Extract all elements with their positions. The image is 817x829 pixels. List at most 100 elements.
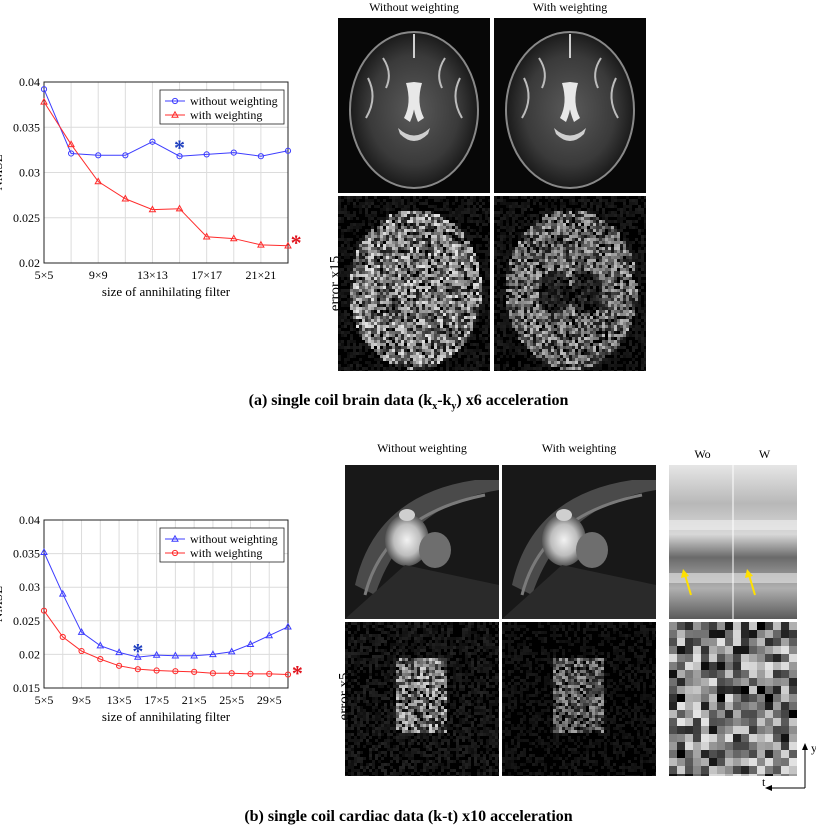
data-point [68, 150, 75, 157]
brain-error-row-label: error x15 [327, 255, 344, 312]
data-point [78, 647, 85, 655]
y-tick-label: 0.02 [19, 647, 40, 661]
star-marker: * [291, 230, 302, 255]
plot-frame [43, 519, 289, 689]
data-point [122, 152, 129, 159]
axis-label-y: y [811, 741, 816, 755]
caption-a: (a) single coil brain data (kx-ky) x6 ac… [0, 392, 817, 412]
data-point [257, 153, 264, 160]
series-line [43, 89, 289, 157]
brain-recon-with-image [494, 18, 646, 193]
x-tick-label: 25×5 [219, 693, 244, 707]
profile-col-header-w: W [758, 447, 771, 461]
cardiac-error-without-image [345, 622, 499, 776]
data-point [190, 651, 199, 659]
data-point [59, 633, 66, 641]
cardiac-recon-with-image [502, 465, 656, 619]
data-point [171, 651, 180, 659]
data-point [209, 650, 217, 658]
brain-recon-without-image [338, 18, 490, 193]
cardiac-error-row-label: error x5 [336, 672, 353, 721]
x-tick-label: 21×21 [245, 268, 276, 282]
temporal-profile-error-image [669, 622, 797, 776]
x-tick-label: 5×5 [35, 693, 54, 707]
brain-error-with-weighting [494, 196, 646, 371]
data-point [96, 641, 105, 649]
brain-recon-without-weighting [338, 18, 490, 193]
x-tick-label: 29×5 [257, 693, 282, 707]
cardiac-error-with-weighting [502, 622, 656, 776]
data-point [247, 670, 254, 677]
data-point [133, 652, 142, 660]
brain-col-header-without: Without weighting [369, 0, 459, 14]
error-noise [338, 196, 490, 371]
brain-error-with-image [494, 196, 646, 371]
data-point [40, 86, 48, 93]
data-point [229, 234, 238, 242]
cardiac-recon-without-weighting [345, 465, 499, 619]
brain-recon-with-weighting [494, 18, 646, 193]
star-marker: * [292, 661, 303, 686]
data-point [67, 140, 75, 148]
data-point [191, 668, 198, 675]
legend-marker [171, 110, 179, 118]
x-axis-label: size of annihilating filter [102, 709, 231, 724]
caption-a-post: ) x6 acceleration [456, 392, 569, 409]
data-point [265, 631, 274, 639]
y-axis-label: NMSE [0, 586, 5, 622]
caption-a-sub-x: x [432, 401, 438, 413]
data-point [257, 240, 265, 248]
brain-col-header-with: With weighting [532, 0, 608, 14]
cardiac-error-without-weighting [345, 622, 499, 776]
data-point [95, 152, 102, 159]
data-point [134, 666, 141, 673]
error-noise [669, 622, 797, 776]
x-tick-label: 13×5 [107, 693, 132, 707]
y-tick-label: 0.025 [13, 614, 40, 628]
cardiac-recon-without-image [345, 465, 499, 619]
y-tick-label: 0.04 [19, 75, 40, 89]
data-point [77, 627, 86, 635]
data-point [153, 667, 160, 674]
caption-b: (b) single coil cardiac data (k-t) x10 a… [244, 808, 573, 825]
data-point [40, 548, 48, 555]
y-axis-label: NMSE [0, 154, 5, 190]
x-tick-label: 5×5 [35, 268, 54, 282]
y-tick-label: 0.025 [13, 211, 40, 225]
x-tick-label: 21×5 [182, 693, 207, 707]
data-point [115, 648, 123, 656]
legend-marker [171, 549, 179, 557]
caption-a-sub-y: y [451, 401, 457, 413]
x-tick-label: 17×17 [191, 268, 222, 282]
data-point [227, 647, 236, 655]
star-marker: * [132, 638, 143, 663]
legend-marker [171, 534, 179, 542]
legend-box [159, 89, 285, 125]
data-point [230, 149, 237, 156]
error-noise [494, 196, 646, 371]
data-point [176, 153, 183, 160]
data-point [209, 670, 217, 677]
y-tick-label: 0.015 [13, 681, 40, 695]
x-tick-label: 17×5 [144, 693, 169, 707]
axes-indicator-icon: y t [762, 741, 816, 791]
temporal-profile-error [669, 622, 797, 776]
legend-label: with weighting [190, 108, 262, 122]
axis-label-t: t [762, 775, 766, 789]
cardiac-col-header-without: Without weighting [377, 441, 467, 455]
data-point [121, 194, 130, 202]
x-axis-label: size of annihilating filter [102, 284, 231, 299]
yellow-arrow-icon [745, 569, 756, 596]
data-point [40, 97, 48, 105]
yellow-arrow-icon [681, 569, 692, 596]
y-tick-label: 0.04 [19, 513, 40, 527]
x-tick-label: 9×9 [89, 268, 108, 282]
legend-marker [171, 97, 179, 105]
y-tick-label: 0.03 [19, 580, 40, 594]
data-point [284, 671, 292, 678]
temporal-profile-recon [669, 465, 797, 619]
temporal-profile-image [669, 465, 797, 619]
brain-error-without-image [338, 196, 490, 371]
data-point [115, 662, 123, 669]
data-point [97, 656, 104, 663]
